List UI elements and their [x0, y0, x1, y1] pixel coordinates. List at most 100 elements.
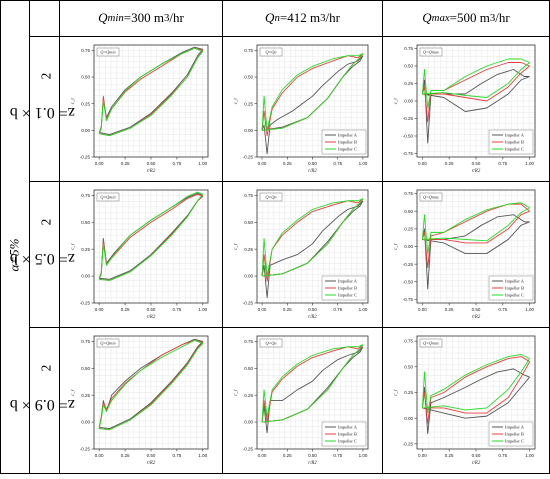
chart-svg: 0.00 0.25 0.50 0.75 1.00 -0.25 0.00 0.25 0.50 0.7… [234, 189, 369, 320]
series-line-upper [261, 200, 364, 299]
legend-label: Impeller B [505, 140, 524, 145]
chart-panel-r1c3: 0.00 0.25 0.50 0.75 1.00 -0.75 -0.50 -0.25 0.00 0… [383, 37, 549, 181]
chart-panel-r3c2: 0.00 0.25 0.50 0.75 1.00 -0.25 0.00 0.25 0.50 0.7… [223, 328, 382, 473]
legend-label: Impeller A [338, 425, 358, 430]
y-axis-label: c_r [71, 389, 76, 396]
legend-label: Impeller A [505, 279, 525, 284]
y-tick-label: -0.25 [243, 447, 254, 452]
header-unit: /hr [169, 10, 184, 25]
x-axis-label: r/R2 [472, 461, 481, 466]
y-axis-label: c_r [394, 98, 399, 105]
legend-label: Impeller B [338, 286, 357, 291]
header-sup: 3 [320, 12, 326, 24]
x-tick-label: 0.25 [121, 161, 130, 166]
y-tick-label: 0.25 [404, 81, 413, 86]
series-line-upper [421, 58, 530, 109]
y-axis-label: c_r [394, 389, 399, 396]
x-tick-label: 0.75 [498, 453, 507, 458]
condition-label: Q=Qn [266, 50, 277, 55]
y-axis-label: c_r [234, 98, 239, 105]
header-value: =412 m [279, 10, 321, 25]
x-tick-label: 0.75 [498, 307, 507, 312]
series-line-upper [421, 354, 530, 414]
x-tick-label: 0.25 [121, 453, 130, 458]
x-axis-label: r/R2 [147, 461, 156, 466]
series-line-upper [421, 368, 530, 435]
condition-label: Q=Qmax [423, 195, 439, 200]
series-line-upper [261, 198, 364, 282]
header-unit: /hr [495, 10, 510, 25]
header-sub: max [431, 12, 450, 24]
y-tick-label: 0.75 [244, 48, 253, 53]
y-tick-label: 0.75 [404, 339, 413, 344]
table-border-c0 [29, 0, 30, 474]
chart-panel-r3c3: 0.00 0.25 0.50 0.75 1.00 -0.25 0.00 0.25 0.50 0.7… [383, 328, 549, 473]
y-tick-label: 0.75 [81, 339, 90, 344]
y-tick-label: 0.50 [404, 64, 413, 69]
legend-label: Impeller A [338, 133, 358, 138]
x-tick-label: 0.50 [147, 453, 156, 458]
legend-label: Impeller B [505, 432, 524, 437]
series-line-lower [422, 221, 530, 255]
y-tick-label: 0.75 [404, 46, 413, 51]
series-line-upper [98, 339, 203, 429]
x-tick-label: 0.50 [308, 453, 317, 458]
condition-label-box [96, 47, 120, 57]
x-axis-label: r/R2 [472, 315, 481, 320]
series-line-lower [422, 376, 530, 419]
x-tick-label: 1.00 [359, 161, 368, 166]
row-label-sub: 2 [38, 73, 54, 80]
y-tick-label: 0.50 [404, 364, 413, 369]
x-tick-label: 1.00 [525, 307, 534, 312]
table-border-header [29, 36, 550, 37]
y-axis-label: c_r [234, 389, 239, 396]
y-tick-label: 0.25 [81, 101, 90, 106]
table-border-c3 [382, 0, 383, 474]
condition-label-box [96, 192, 120, 202]
y-tick-label: -0.25 [243, 301, 254, 306]
y-tick-label: 0.00 [404, 99, 413, 104]
y-tick-label: -0.75 [403, 297, 414, 302]
legend-label: Impeller B [505, 286, 524, 291]
x-tick-label: 0.75 [333, 161, 342, 166]
y-tick-label: 0.50 [81, 220, 90, 225]
condition-label-box [419, 192, 443, 202]
x-tick-label: 0.75 [333, 307, 342, 312]
x-tick-label: 0.00 [95, 307, 104, 312]
x-axis-label: r/R2 [147, 315, 156, 320]
y-tick-label: -0.25 [243, 155, 254, 160]
y-tick-label: -0.25 [80, 301, 91, 306]
x-tick-label: 1.00 [525, 161, 534, 166]
x-tick-label: 0.50 [308, 307, 317, 312]
y-tick-label: 0.50 [404, 209, 413, 214]
y-tick-label: 0.00 [244, 420, 253, 425]
x-tick-label: 0.50 [147, 307, 156, 312]
x-tick-label: 0.25 [283, 453, 292, 458]
condition-label-box [419, 338, 443, 348]
condition-label-box [259, 338, 283, 348]
chart-svg: 0.00 0.25 0.50 0.75 1.00 -0.75 -0.50 -0.25 0.00 0… [394, 44, 536, 174]
legend-label: Impeller C [338, 439, 357, 444]
y-tick-label: 0.25 [404, 390, 413, 395]
series-line-lower [422, 207, 530, 242]
series-line-lower [422, 76, 530, 112]
table-border-top [0, 0, 550, 1]
chart-panel-r2c1: 0.00 0.25 0.50 0.75 1.00 -0.25 0.00 0.25 0.50 0.7… [60, 182, 222, 327]
header-sup: 3 [489, 12, 496, 24]
condition-label: Q=Qn [266, 195, 277, 200]
x-tick-label: 0.75 [333, 453, 342, 458]
series-line-upper [261, 346, 364, 434]
series-line-lower [99, 341, 204, 430]
table-border-left [0, 0, 1, 474]
x-tick-label: 0.50 [472, 453, 481, 458]
series-line-upper [421, 202, 530, 255]
row-label-1: z= 0.1 × b2 [10, 37, 75, 181]
y-tick-label: -0.25 [80, 447, 91, 452]
header-sub: n [274, 12, 280, 24]
condition-label: Q=Qmax [423, 341, 439, 346]
row-label-sub: 2 [38, 218, 54, 226]
series-line-upper [98, 47, 203, 134]
